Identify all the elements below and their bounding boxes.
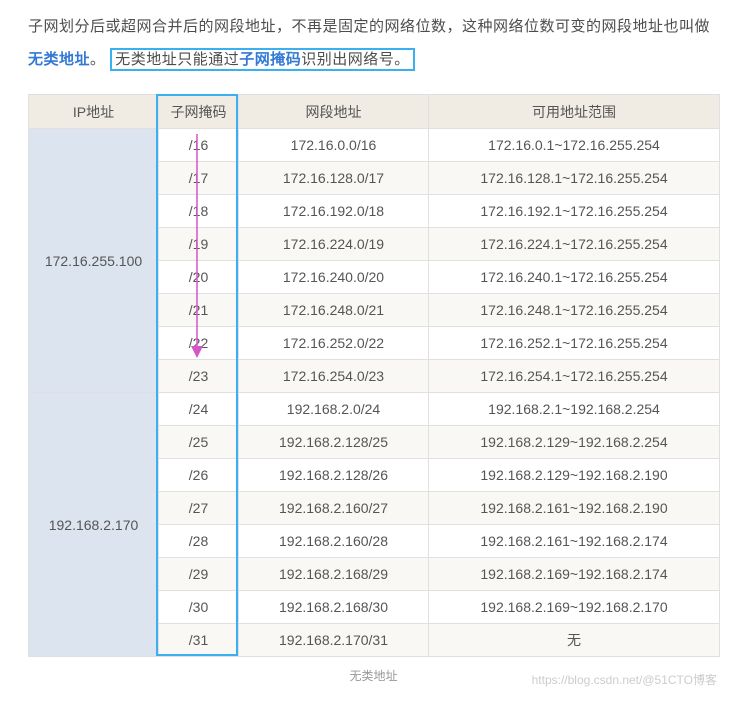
- table-row: 192.168.2.170/24192.168.2.0/24192.168.2.…: [29, 393, 720, 426]
- intro-boxed: 无类地址只能通过子网掩码识别出网络号。: [110, 48, 415, 71]
- boxed-highlight: 子网掩码: [239, 51, 301, 68]
- net-cell: 192.168.2.168/30: [239, 591, 429, 624]
- mask-cell: /22: [159, 327, 239, 360]
- range-cell: 172.16.252.1~172.16.255.254: [429, 327, 720, 360]
- ip-cell: 192.168.2.170: [29, 393, 159, 657]
- range-cell: 192.168.2.161~192.168.2.190: [429, 492, 720, 525]
- mask-cell: /20: [159, 261, 239, 294]
- range-cell: 172.16.192.1~172.16.255.254: [429, 195, 720, 228]
- header-range: 可用地址范围: [429, 95, 720, 129]
- net-cell: 192.168.2.128/26: [239, 459, 429, 492]
- boxed-suffix: 识别出网络号。: [301, 51, 410, 68]
- net-cell: 172.16.252.0/22: [239, 327, 429, 360]
- table-row: 172.16.255.100/16172.16.0.0/16172.16.0.1…: [29, 129, 720, 162]
- table-caption: 无类地址: [28, 667, 719, 684]
- mask-cell: /24: [159, 393, 239, 426]
- net-cell: 192.168.2.170/31: [239, 624, 429, 657]
- mask-cell: /27: [159, 492, 239, 525]
- range-cell: 172.16.128.1~172.16.255.254: [429, 162, 720, 195]
- net-cell: 172.16.0.0/16: [239, 129, 429, 162]
- intro-text-2: 。: [90, 51, 106, 68]
- header-ip: IP地址: [29, 95, 159, 129]
- range-cell: 无: [429, 624, 720, 657]
- mask-cell: /29: [159, 558, 239, 591]
- mask-cell: /28: [159, 525, 239, 558]
- net-cell: 172.16.240.0/20: [239, 261, 429, 294]
- net-cell: 192.168.2.160/27: [239, 492, 429, 525]
- boxed-prefix: 无类地址只能通过: [115, 51, 239, 68]
- range-cell: 172.16.0.1~172.16.255.254: [429, 129, 720, 162]
- net-cell: 172.16.254.0/23: [239, 360, 429, 393]
- net-cell: 172.16.192.0/18: [239, 195, 429, 228]
- ip-cell: 172.16.255.100: [29, 129, 159, 393]
- net-cell: 192.168.2.168/29: [239, 558, 429, 591]
- mask-cell: /23: [159, 360, 239, 393]
- table-container: IP地址 子网掩码 网段地址 可用地址范围 172.16.255.100/161…: [28, 94, 719, 657]
- mask-cell: /16: [159, 129, 239, 162]
- range-cell: 192.168.2.1~192.168.2.254: [429, 393, 720, 426]
- range-cell: 192.168.2.129~192.168.2.190: [429, 459, 720, 492]
- intro-text-1: 子网划分后或超网合并后的网段地址，不再是固定的网络位数，这种网络位数可变的网段地…: [28, 18, 710, 35]
- mask-cell: /25: [159, 426, 239, 459]
- range-cell: 192.168.2.169~192.168.2.170: [429, 591, 720, 624]
- mask-cell: /17: [159, 162, 239, 195]
- mask-cell: /26: [159, 459, 239, 492]
- header-net: 网段地址: [239, 95, 429, 129]
- range-cell: 172.16.254.1~172.16.255.254: [429, 360, 720, 393]
- mask-cell: /19: [159, 228, 239, 261]
- range-cell: 192.168.2.161~192.168.2.174: [429, 525, 720, 558]
- range-cell: 172.16.248.1~172.16.255.254: [429, 294, 720, 327]
- intro-paragraph: 子网划分后或超网合并后的网段地址，不再是固定的网络位数，这种网络位数可变的网段地…: [28, 10, 719, 76]
- net-cell: 192.168.2.0/24: [239, 393, 429, 426]
- mask-cell: /31: [159, 624, 239, 657]
- mask-cell: /21: [159, 294, 239, 327]
- intro-highlight-1: 无类地址: [28, 51, 90, 68]
- range-cell: 192.168.2.169~192.168.2.174: [429, 558, 720, 591]
- net-cell: 192.168.2.160/28: [239, 525, 429, 558]
- net-cell: 172.16.128.0/17: [239, 162, 429, 195]
- header-mask: 子网掩码: [159, 95, 239, 129]
- net-cell: 172.16.224.0/19: [239, 228, 429, 261]
- net-cell: 192.168.2.128/25: [239, 426, 429, 459]
- mask-cell: /18: [159, 195, 239, 228]
- mask-cell: /30: [159, 591, 239, 624]
- range-cell: 192.168.2.129~192.168.2.254: [429, 426, 720, 459]
- net-cell: 172.16.248.0/21: [239, 294, 429, 327]
- table-header-row: IP地址 子网掩码 网段地址 可用地址范围: [29, 95, 720, 129]
- subnet-table: IP地址 子网掩码 网段地址 可用地址范围 172.16.255.100/161…: [28, 94, 720, 657]
- range-cell: 172.16.240.1~172.16.255.254: [429, 261, 720, 294]
- range-cell: 172.16.224.1~172.16.255.254: [429, 228, 720, 261]
